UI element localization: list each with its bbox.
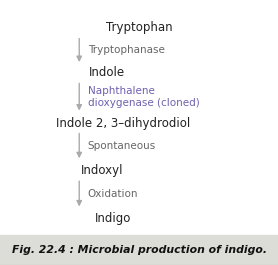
Text: Indoxyl: Indoxyl: [81, 164, 123, 178]
Bar: [0, 235, 278, 265]
Text: Indole 2, 3–dihydrodiol: Indole 2, 3–dihydrodiol: [56, 117, 190, 130]
Text: Spontaneous: Spontaneous: [88, 141, 156, 151]
Text: Tryptophanase: Tryptophanase: [88, 45, 165, 55]
Text: Indigo: Indigo: [95, 212, 131, 225]
Text: Naphthalene
dioxygenase (cloned): Naphthalene dioxygenase (cloned): [88, 86, 199, 108]
Text: Tryptophan: Tryptophan: [106, 21, 172, 34]
Text: Fig. 22.4 : Microbial production of indigo.: Fig. 22.4 : Microbial production of indi…: [11, 245, 267, 255]
Text: Indole: Indole: [89, 66, 125, 80]
Text: Oxidation: Oxidation: [88, 189, 138, 199]
